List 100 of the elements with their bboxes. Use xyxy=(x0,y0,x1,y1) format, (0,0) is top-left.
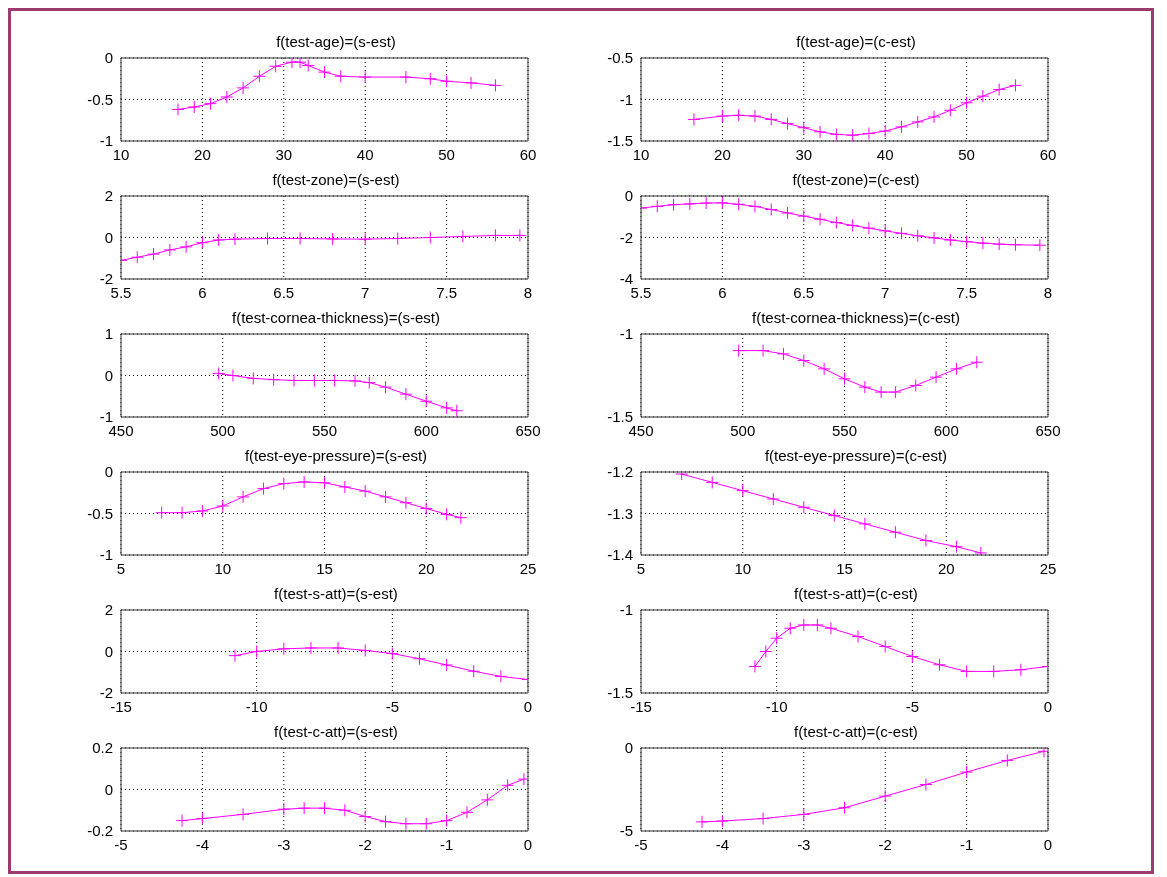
point xyxy=(888,525,902,539)
y-tick-label: 0 xyxy=(104,642,113,660)
point xyxy=(399,70,413,84)
point xyxy=(379,815,393,829)
point xyxy=(338,480,352,494)
point xyxy=(277,477,291,491)
point xyxy=(358,643,372,657)
point xyxy=(770,631,784,645)
point xyxy=(236,81,250,95)
x-tick-label: 25 xyxy=(519,559,537,577)
point xyxy=(175,506,189,520)
point xyxy=(228,232,242,246)
point xyxy=(440,401,454,415)
point xyxy=(252,69,266,83)
y-tick-label: 2 xyxy=(104,187,113,205)
x-tick-label: -4 xyxy=(195,835,210,853)
point xyxy=(212,366,226,380)
point xyxy=(419,394,433,408)
point xyxy=(155,506,169,520)
y-tick-label: 0 xyxy=(104,49,113,67)
x-tick-label: 600 xyxy=(413,421,439,439)
point xyxy=(163,243,177,257)
point xyxy=(824,621,838,635)
y-tick-label: -1 xyxy=(619,90,633,108)
x-tick-label: 7.5 xyxy=(956,283,978,301)
y-tick-label: -0.5 xyxy=(87,504,113,522)
y-tick-label: -1.5 xyxy=(607,132,633,150)
point xyxy=(423,72,437,86)
point xyxy=(960,235,974,249)
point xyxy=(187,100,201,114)
point xyxy=(878,640,892,654)
x-tick-label: 500 xyxy=(730,421,756,439)
x-tick-label: -10 xyxy=(765,697,788,715)
y-tick-label: -2 xyxy=(99,270,113,288)
point xyxy=(1008,78,1022,92)
x-tick-label: 650 xyxy=(515,421,541,439)
y-tick-label: -0.5 xyxy=(607,49,633,67)
point xyxy=(943,233,957,247)
point xyxy=(732,197,746,211)
point xyxy=(878,124,892,138)
point xyxy=(1033,238,1047,252)
point xyxy=(764,202,778,216)
y-tick-label: 0 xyxy=(624,187,633,205)
x-tick-label: 0 xyxy=(523,697,533,715)
point xyxy=(228,649,242,663)
chart-title: f(test-c-att)=(s-est) xyxy=(274,723,398,740)
x-tick-label: 50 xyxy=(438,145,455,163)
y-tick-label: -1.4 xyxy=(607,546,633,564)
y-tick-label: -2 xyxy=(619,228,633,246)
chart-title: f(test-c-att)=(c-est) xyxy=(794,723,918,740)
x-tick-label: 10 xyxy=(632,145,650,163)
point xyxy=(949,540,963,554)
point xyxy=(813,212,827,226)
point xyxy=(331,641,345,655)
point xyxy=(874,385,888,399)
point xyxy=(440,74,454,88)
point xyxy=(878,789,892,803)
point xyxy=(810,618,824,632)
point xyxy=(513,228,527,242)
x-tick-label: 550 xyxy=(311,421,338,439)
x-tick-label: 7.5 xyxy=(436,283,458,301)
y-tick-label: 0 xyxy=(104,463,113,481)
point xyxy=(813,125,827,139)
point xyxy=(440,507,454,521)
point xyxy=(858,380,872,394)
point xyxy=(204,97,218,111)
point xyxy=(797,121,811,135)
x-tick-label: 0 xyxy=(523,835,533,853)
point xyxy=(987,664,1001,678)
point xyxy=(829,216,843,230)
point xyxy=(992,83,1006,97)
point xyxy=(797,209,811,223)
point xyxy=(756,344,770,358)
point xyxy=(385,647,399,661)
y-tick-label: -5 xyxy=(619,822,633,840)
point xyxy=(797,354,811,368)
x-tick-label: 10 xyxy=(112,145,130,163)
chart-title: f(test-s-att)=(s-est) xyxy=(274,585,398,602)
point xyxy=(454,511,468,525)
point xyxy=(212,233,226,247)
point xyxy=(195,504,209,518)
chart-title: f(test-zone)=(s-est) xyxy=(272,171,400,188)
point xyxy=(976,236,990,250)
point xyxy=(650,199,664,213)
y-tick-label: 2 xyxy=(104,601,113,619)
x-tick-label: 7 xyxy=(361,283,370,301)
point xyxy=(862,127,876,141)
x-tick-label: -3 xyxy=(797,835,811,853)
point xyxy=(911,115,925,129)
point xyxy=(501,778,515,792)
point xyxy=(391,232,405,246)
x-tick-label: 5 xyxy=(636,559,646,577)
y-tick-label: 0.2 xyxy=(92,739,113,757)
point xyxy=(277,642,291,656)
point xyxy=(301,58,315,72)
y-tick-label: -1 xyxy=(619,325,633,343)
point xyxy=(362,376,376,390)
point xyxy=(797,500,811,514)
chart-title: f(test-zone)=(c-est) xyxy=(792,171,920,188)
point xyxy=(195,812,209,826)
